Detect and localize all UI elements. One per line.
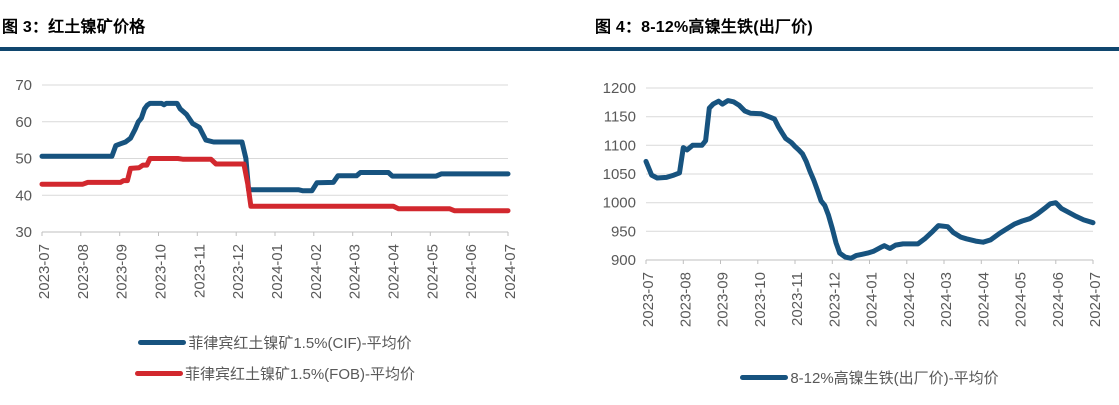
figure4-legend: 8-12%高镍生铁(出厂价)-平均价 bbox=[646, 366, 1093, 388]
y-tick-label: 40 bbox=[15, 187, 32, 204]
x-tick-label: 2023-12 bbox=[230, 244, 247, 299]
x-tick-label: 2024-05 bbox=[424, 244, 441, 299]
y-tick-label: 60 bbox=[15, 114, 32, 131]
pig-iron-line-marker-icon bbox=[740, 374, 789, 380]
figure3-legend: 菲律宾红土镍矿1.5%(CIF)-平均价 菲律宾红土镍矿1.5%(FOB)-平均… bbox=[42, 331, 508, 384]
legend-item-pig-iron: 8-12%高镍生铁(出厂价)-平均价 bbox=[740, 366, 999, 388]
x-tick-label: 2024-02 bbox=[901, 272, 918, 327]
series-line bbox=[39, 100, 511, 194]
legend-item-fob: 菲律宾红土镍矿1.5%(FOB)-平均价 bbox=[134, 362, 415, 384]
x-tick-label: 2023-08 bbox=[75, 244, 92, 299]
fob-line-marker-icon bbox=[134, 370, 183, 376]
series-line bbox=[643, 98, 1096, 261]
legend-item-cif: 菲律宾红土镍矿1.5%(CIF)-平均价 bbox=[138, 331, 412, 353]
x-tick-label: 2023-10 bbox=[153, 244, 170, 299]
title-divider-rule bbox=[0, 47, 1119, 51]
x-tick-label: 2023-07 bbox=[640, 272, 657, 327]
y-tick-label: 1200 bbox=[603, 80, 636, 97]
y-tick-label: 1000 bbox=[603, 195, 636, 212]
x-tick-label: 2023-10 bbox=[752, 272, 769, 327]
x-tick-label: 2024-04 bbox=[975, 272, 992, 327]
figure4-title: 图 4：8-12%高镍生铁(出厂价) bbox=[595, 19, 813, 36]
figure3-title: 图 3：红土镍矿价格 bbox=[2, 19, 146, 36]
x-tick-label: 2024-02 bbox=[308, 244, 325, 299]
fob-legend-label: 菲律宾红土镍矿1.5%(FOB)-平均价 bbox=[184, 365, 415, 383]
y-tick-label: 1100 bbox=[604, 137, 636, 154]
x-tick-label: 2023-09 bbox=[715, 272, 732, 327]
pig-iron-legend-label: 8-12%高镍生铁(出厂价)-平均价 bbox=[790, 369, 999, 387]
y-tick-label: 900 bbox=[611, 252, 636, 269]
x-tick-label: 2023-11 bbox=[191, 244, 208, 298]
x-tick-label: 2024-04 bbox=[386, 244, 403, 299]
x-tick-label: 2023-08 bbox=[677, 272, 694, 327]
figure3-line-chart: 30 40 50 60 70 2023-07 2023-08 2023-09 2023-10 20… bbox=[15, 77, 519, 299]
y-tick-label: 1050 bbox=[603, 166, 636, 183]
x-tick-label: 2023-09 bbox=[114, 244, 131, 299]
x-tick-label: 2023-07 bbox=[36, 244, 53, 299]
x-tick-label: 2024-01 bbox=[269, 244, 286, 299]
y-tick-label: 950 bbox=[611, 223, 636, 240]
series-line bbox=[39, 156, 511, 214]
x-tick-label: 2023-12 bbox=[826, 272, 843, 327]
y-tick-label: 1150 bbox=[604, 109, 636, 126]
y-tick-label: 50 bbox=[15, 151, 32, 168]
figure4-line-chart: 900 950 1000 1050 1100 1150 1200 2023-07 2023-08… bbox=[603, 80, 1104, 327]
cif-line-marker-icon bbox=[138, 339, 187, 345]
x-tick-label: 2024-07 bbox=[502, 244, 519, 299]
x-tick-label: 2024-07 bbox=[1087, 272, 1104, 327]
y-tick-label: 70 bbox=[15, 77, 32, 94]
x-tick-label: 2024-03 bbox=[938, 272, 955, 327]
x-tick-label: 2024-01 bbox=[864, 272, 881, 327]
x-tick-label: 2024-03 bbox=[347, 244, 364, 299]
cif-legend-label: 菲律宾红土镍矿1.5%(CIF)-平均价 bbox=[188, 334, 412, 352]
y-tick-label: 30 bbox=[15, 224, 32, 241]
x-tick-label: 2024-06 bbox=[1050, 272, 1067, 327]
x-tick-label: 2024-06 bbox=[463, 244, 480, 299]
x-tick-label: 2023-11 bbox=[789, 272, 806, 326]
x-tick-label: 2024-05 bbox=[1013, 272, 1030, 327]
